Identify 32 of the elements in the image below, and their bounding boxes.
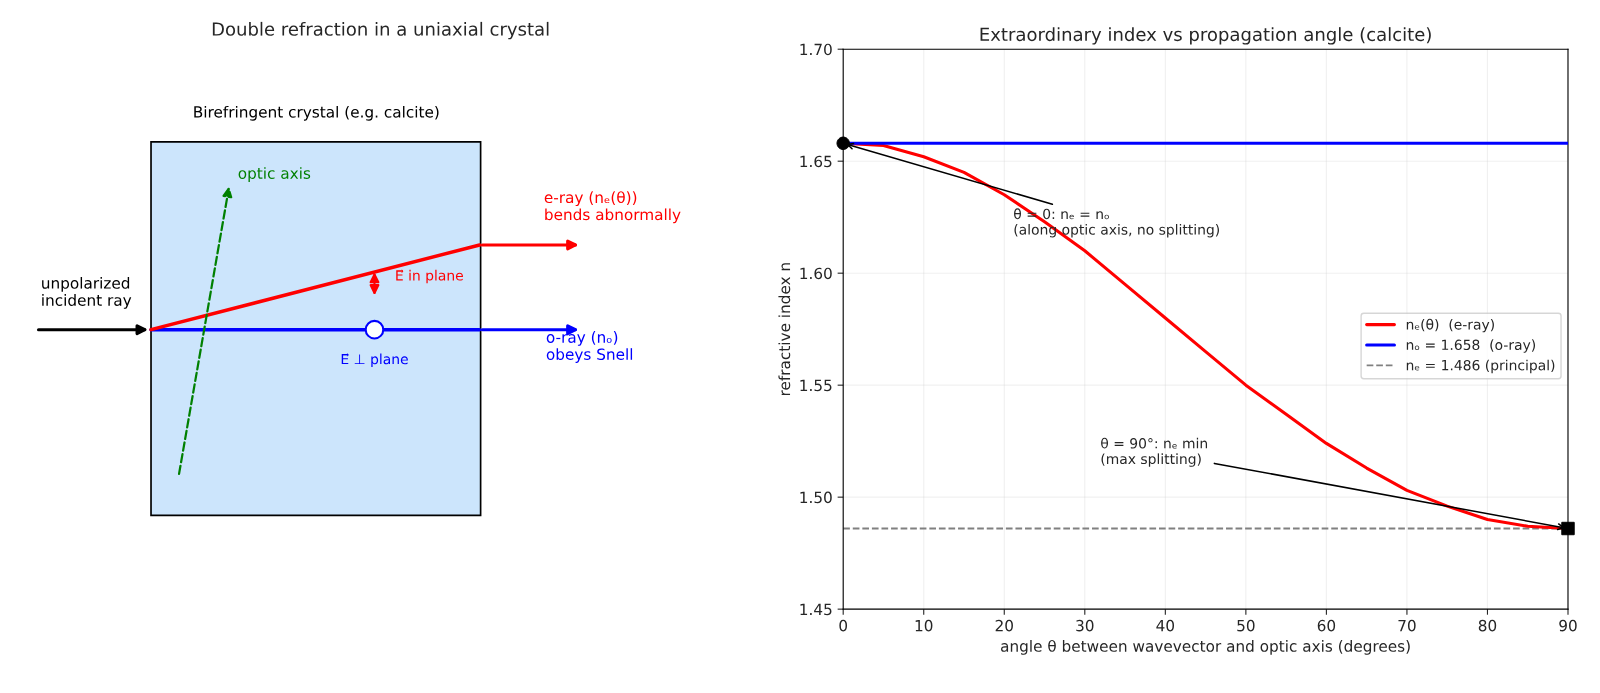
chart-title: Extraordinary index vs propagation angle (calcite) <box>980 27 1431 45</box>
text: Birefringent crystal (e.g. calcite) <box>194 105 439 121</box>
text: E⃗ in plane <box>396 269 463 284</box>
x-tick-label: 30 <box>1076 619 1094 632</box>
x-tick-label: 50 <box>1237 619 1255 632</box>
x-tick-label: 80 <box>1478 619 1497 632</box>
text: o-ray (nₒ) obeys Snell <box>546 331 633 363</box>
x-tick-label: 20 <box>995 619 1013 632</box>
y-axis-title: refractive index n <box>778 263 791 396</box>
annotation: θ = 90°: nₑ min (max splitting) <box>1101 437 1208 467</box>
x-tick-label: 60 <box>1317 619 1336 632</box>
y-tick-label: 1.45 <box>800 603 832 616</box>
text: e-ray (nₑ(θ)) bends abnormally <box>544 191 681 224</box>
x-tick-label: 40 <box>1156 619 1175 632</box>
y-tick-label: 1.60 <box>800 267 832 280</box>
legend-label: nₒ = 1.658 (o-ray) <box>1406 339 1536 353</box>
legend-label: nₑ = 1.486 (principal) <box>1406 359 1555 374</box>
y-tick-label: 1.65 <box>800 155 832 168</box>
y-tick-label: 1.70 <box>800 43 832 56</box>
text: Double refraction in a uniaxial crystal <box>212 21 549 40</box>
x-axis-title: angle θ between wavevector and optic axis (degrees) <box>1001 639 1410 655</box>
x-tick-label: 70 <box>1398 619 1416 632</box>
annotation: θ = 0: nₑ = nₒ (along optic axis, no splitting) <box>1014 208 1219 238</box>
x-tick-label: 10 <box>915 619 933 632</box>
legend-label: nₑ(θ) (e-ray) <box>1406 318 1494 333</box>
x-tick-label: 90 <box>1559 619 1577 632</box>
text: optic axis <box>238 167 311 182</box>
text: unpolarized incident ray <box>42 276 132 309</box>
y-tick-label: 1.50 <box>800 491 832 504</box>
y-tick-label: 1.55 <box>800 379 832 392</box>
x-tick-label: 0 <box>839 619 848 632</box>
text: E⃗ ⊥ plane <box>341 353 408 367</box>
